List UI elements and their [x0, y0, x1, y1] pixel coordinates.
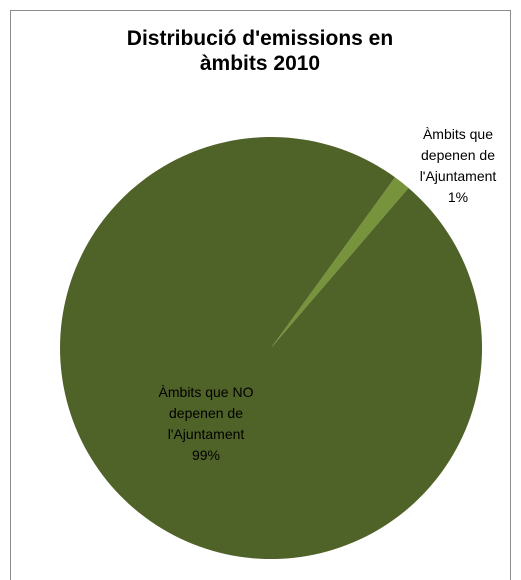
pie-label-line: Àmbits que NO [159, 384, 254, 400]
pie-label-line: depenen de [169, 405, 243, 421]
pie-label-no-ajuntament: Àmbits que NO depenen de l'Ajuntament 99% [159, 384, 254, 463]
pie-label-line: Àmbits que [423, 126, 493, 142]
chart-title-line-1: Distribució d'emissions en [126, 27, 394, 50]
pie-label-line: 1% [448, 189, 468, 205]
pie-label-line: depenen de [421, 147, 495, 163]
pie-labels: Àmbits que depenen de l'Ajuntament 1%Àmbits… [159, 126, 497, 463]
chart-title-line-2: àmbits 2010 [199, 52, 321, 75]
pie-label-ajuntament: Àmbits que depenen de l'Ajuntament 1% [420, 126, 497, 205]
pie-slice-no-ajuntament [60, 137, 483, 560]
pie-label-line: l'Ajuntament [168, 426, 245, 442]
pie-slice-ajuntament [271, 177, 409, 348]
pie-slices [60, 137, 483, 560]
chart-title: Distribució d'emissions en àmbits 2010 [70, 26, 450, 76]
pie-label-line: 99% [192, 447, 220, 463]
pie-label-line: l'Ajuntament [420, 168, 497, 184]
